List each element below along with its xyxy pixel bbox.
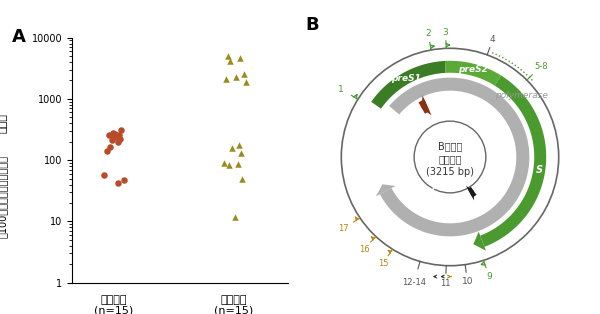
Text: 9: 9 <box>486 273 492 281</box>
Text: 5-8: 5-8 <box>534 62 548 71</box>
Point <box>116 128 126 133</box>
Point <box>234 143 244 148</box>
Text: B型肝炎: B型肝炎 <box>438 141 462 151</box>
Point <box>107 137 116 142</box>
Polygon shape <box>371 61 446 109</box>
Text: 12-14: 12-14 <box>402 278 426 287</box>
Text: 1: 1 <box>338 84 344 94</box>
Point <box>233 161 242 166</box>
Polygon shape <box>480 75 546 247</box>
Point <box>232 74 241 79</box>
Text: B: B <box>305 16 319 34</box>
Text: preS2: preS2 <box>458 65 488 74</box>
Polygon shape <box>422 95 431 116</box>
Point <box>235 56 245 61</box>
Text: preS1: preS1 <box>391 73 421 83</box>
Point <box>108 130 118 135</box>
Text: 10: 10 <box>462 277 473 286</box>
Polygon shape <box>466 186 474 200</box>
Text: 周辺組織: 周辺組織 <box>221 295 247 305</box>
Point <box>114 132 124 137</box>
Text: preC: preC <box>433 204 457 214</box>
Text: C: C <box>448 95 455 106</box>
Point <box>104 133 114 138</box>
Point <box>220 160 229 165</box>
Polygon shape <box>473 232 486 251</box>
Text: がん組織: がん組織 <box>101 295 127 305</box>
Polygon shape <box>376 184 395 196</box>
Text: polymerase: polymerase <box>495 91 548 100</box>
Point <box>100 172 109 177</box>
Point <box>113 139 122 144</box>
Text: 4: 4 <box>490 35 496 44</box>
Text: A: A <box>11 28 25 46</box>
Point <box>227 146 236 151</box>
Text: X: X <box>427 188 434 198</box>
Text: (n=15): (n=15) <box>94 306 134 314</box>
Point <box>113 181 122 186</box>
Point <box>238 176 247 181</box>
Text: 15: 15 <box>378 259 388 268</box>
Point <box>109 134 119 139</box>
Text: ウイルス: ウイルス <box>438 154 462 164</box>
Polygon shape <box>418 100 430 114</box>
Point <box>102 149 112 154</box>
Point <box>221 77 230 82</box>
Point <box>224 163 234 168</box>
Text: 発現量: 発現量 <box>0 113 8 133</box>
Point <box>223 54 233 59</box>
Point <box>226 58 235 63</box>
Point <box>239 71 248 76</box>
Polygon shape <box>467 187 476 198</box>
Point <box>106 144 115 149</box>
Polygon shape <box>445 61 501 85</box>
Text: (3215 bp): (3215 bp) <box>426 167 474 177</box>
Text: 3: 3 <box>443 28 449 36</box>
Point <box>112 133 121 138</box>
Text: 16: 16 <box>359 245 370 254</box>
Text: （100万リードあたりの数）: （100万リードあたりの数） <box>0 155 8 238</box>
Point <box>236 151 246 156</box>
Point <box>241 79 251 84</box>
Text: 2: 2 <box>425 30 431 38</box>
Point <box>110 131 120 136</box>
Point <box>115 136 125 141</box>
Text: 11: 11 <box>440 279 451 288</box>
Text: (n=15): (n=15) <box>214 306 254 314</box>
Polygon shape <box>380 78 529 236</box>
Text: 17: 17 <box>338 224 349 233</box>
Point <box>230 214 240 219</box>
Text: S: S <box>536 165 543 175</box>
Point <box>119 177 128 182</box>
